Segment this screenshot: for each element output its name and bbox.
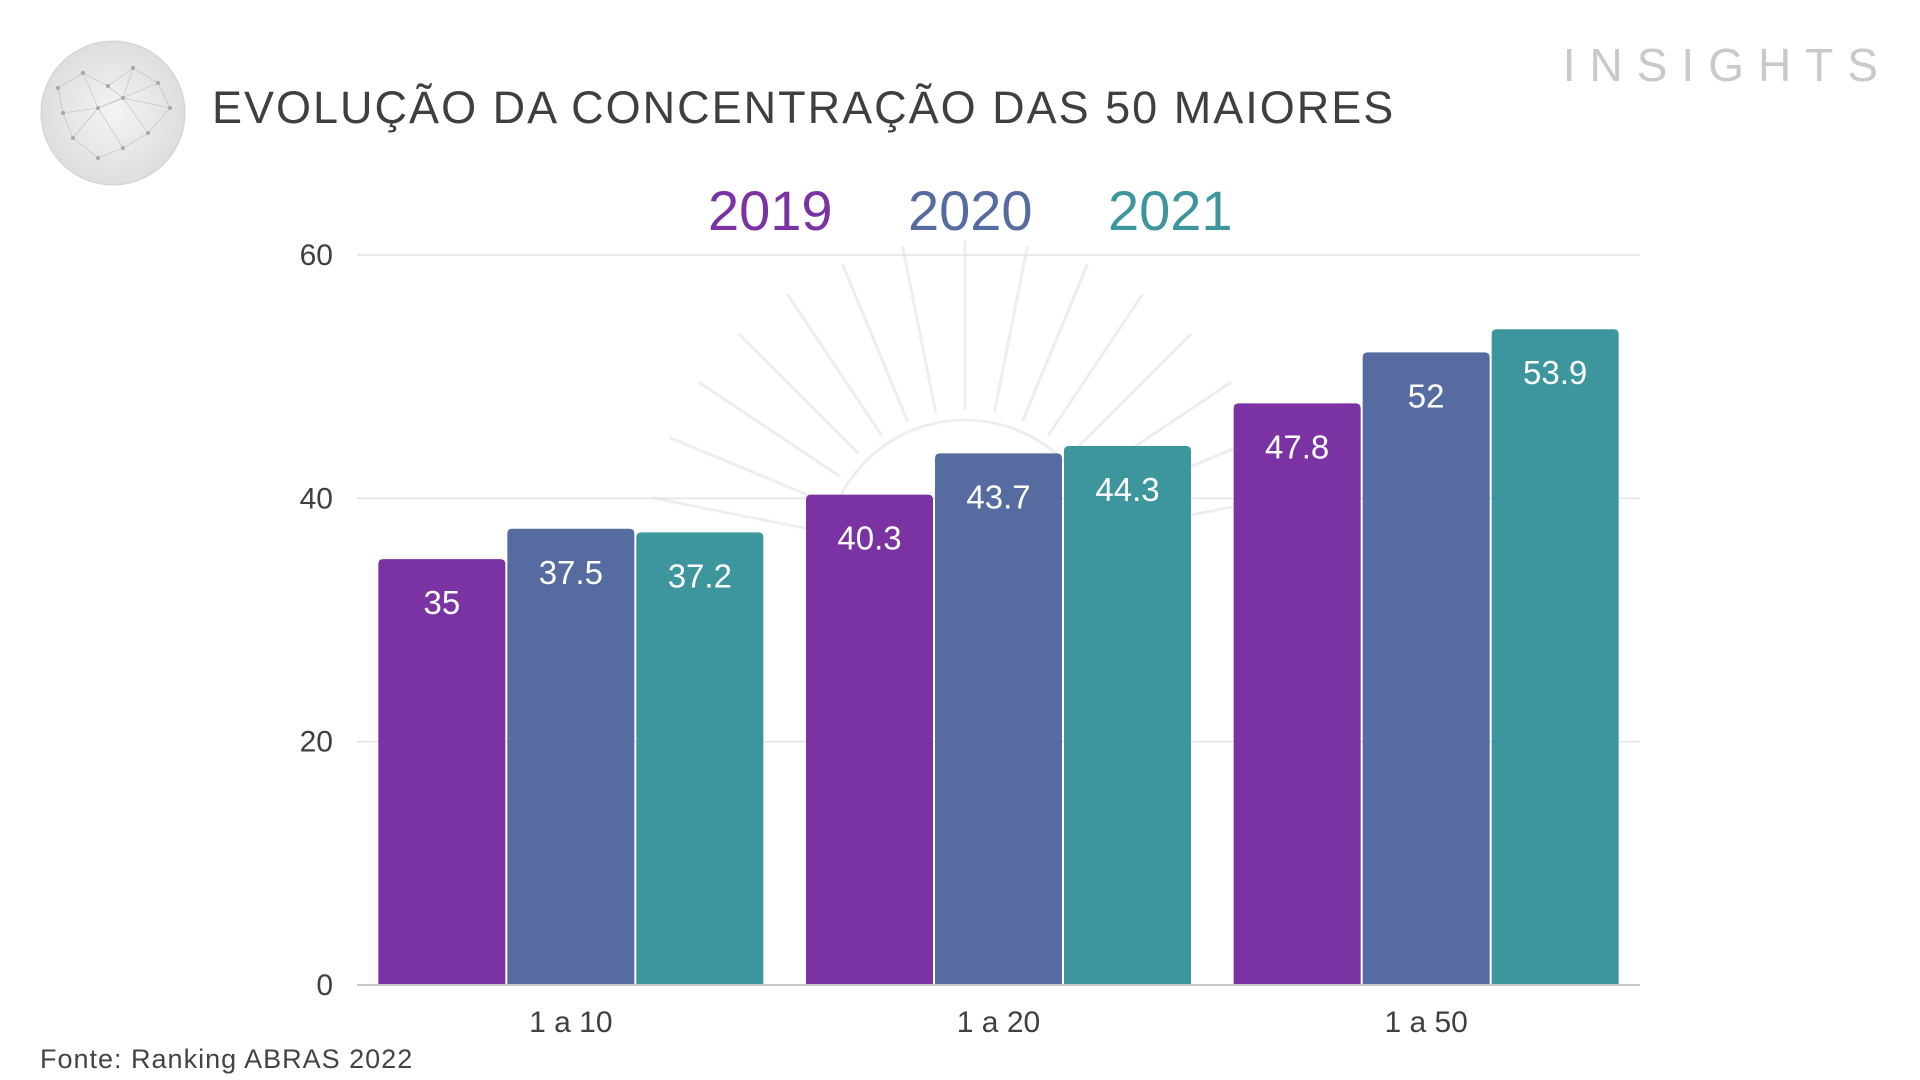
bar-value-label: 35	[423, 584, 460, 621]
x-tick-label: 1 a 50	[1384, 1006, 1467, 1039]
legend-item-2020: 2020	[908, 179, 1033, 242]
brand-wordmark: INSIGHTS	[1562, 39, 1892, 91]
bar-value-label: 37.5	[539, 554, 603, 591]
bar-2020-2	[1362, 352, 1490, 985]
bar-value-label: 43.7	[966, 478, 1030, 515]
legend-item-2019: 2019	[708, 179, 833, 242]
bar-2020-1	[935, 453, 1062, 986]
bar-2019-2	[1233, 403, 1361, 985]
bar-2021-0	[636, 532, 764, 985]
x-tick-label: 1 a 10	[529, 1006, 612, 1039]
bar-2019-1	[806, 494, 933, 985]
bar-value-label: 53.9	[1523, 354, 1587, 391]
bar-2021-1	[1064, 446, 1191, 985]
y-tick-label: 60	[300, 239, 333, 272]
y-tick-label: 0	[316, 969, 333, 1002]
bar-value-label: 37.2	[668, 557, 732, 594]
bar-value-label: 40.3	[837, 520, 901, 557]
bar-value-label: 52	[1408, 377, 1445, 414]
globe-icon	[40, 40, 186, 186]
bar-2021-2	[1491, 329, 1619, 985]
y-tick-label: 40	[300, 482, 333, 515]
bar-2020-0	[507, 528, 635, 985]
bar-value-label: 47.8	[1265, 428, 1329, 465]
x-tick-label: 1 a 20	[957, 1006, 1040, 1039]
source-note: Fonte: Ranking ABRAS 2022	[40, 1044, 414, 1074]
y-tick-label: 20	[300, 726, 333, 759]
legend-item-2021: 2021	[1108, 179, 1233, 242]
bar-2019-0	[378, 559, 506, 985]
page-title: EVOLUÇÃO DA CONCENTRAÇÃO DAS 50 MAIORES	[212, 82, 1396, 133]
chart-legend: 2019 2020 2021	[0, 178, 1920, 248]
bar-value-label: 44.3	[1095, 471, 1159, 508]
